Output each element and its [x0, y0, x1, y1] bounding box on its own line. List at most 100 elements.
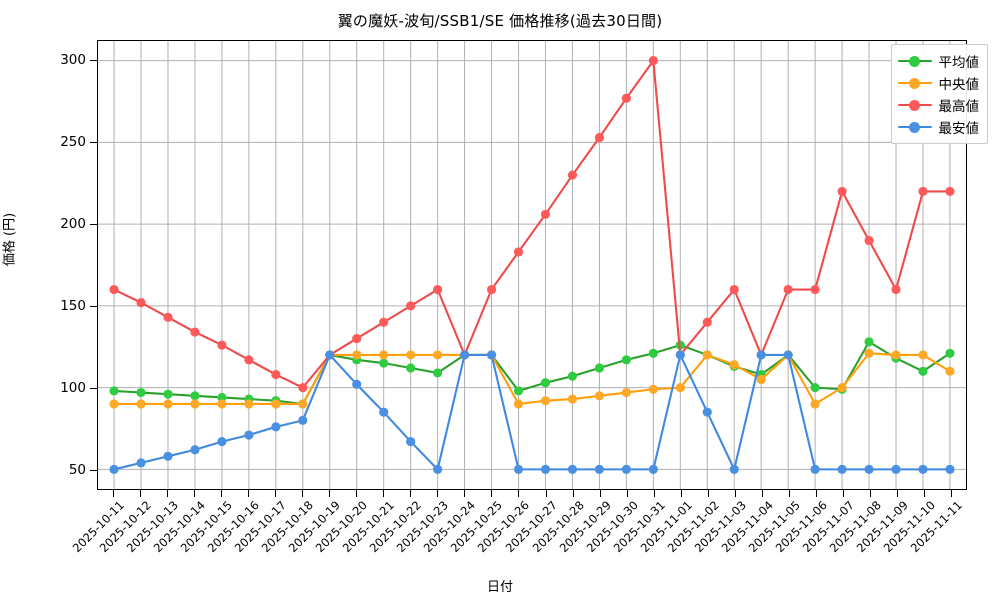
data-point — [918, 350, 928, 360]
data-point — [163, 389, 173, 399]
data-point — [864, 235, 874, 246]
data-point — [810, 464, 820, 474]
data-point — [729, 464, 739, 474]
x-tick-mark — [626, 490, 628, 497]
data-point — [109, 386, 119, 396]
x-tick-mark — [950, 490, 952, 497]
data-point — [594, 363, 604, 373]
data-point — [891, 284, 901, 295]
x-tick-mark — [518, 490, 520, 497]
legend-item-最安値[interactable]: 最安値 — [897, 116, 980, 138]
data-point — [217, 392, 227, 403]
data-point — [702, 317, 712, 327]
data-point — [406, 363, 416, 373]
data-point — [217, 340, 227, 350]
grid-lines — [98, 41, 966, 489]
data-point — [136, 458, 146, 468]
data-point — [648, 56, 658, 66]
y-axis-tick-marks — [89, 40, 97, 490]
data-point — [513, 399, 524, 409]
data-point — [729, 360, 739, 370]
data-point — [567, 464, 578, 474]
data-point — [648, 464, 658, 474]
x-axis-tick-marks — [97, 490, 967, 498]
data-point — [729, 284, 739, 295]
legend-item-平均値[interactable]: 平均値 — [897, 50, 980, 72]
data-point — [945, 348, 955, 358]
data-point — [352, 379, 362, 389]
data-point — [621, 93, 631, 103]
legend-item-最高値[interactable]: 最高値 — [897, 94, 980, 116]
x-tick-mark — [896, 490, 898, 497]
data-point — [864, 337, 874, 347]
data-point — [891, 350, 901, 360]
data-point — [352, 333, 362, 344]
x-tick-mark — [275, 490, 277, 497]
data-point — [271, 422, 281, 432]
data-point — [109, 464, 119, 474]
data-point — [379, 358, 389, 368]
data-point — [540, 464, 551, 474]
data-point — [594, 132, 604, 143]
y-axis-tick-labels: 50 100 150 200 250 300 — [34, 40, 86, 490]
data-point — [675, 350, 685, 360]
data-point — [352, 350, 362, 360]
x-axis-tick-labels: 2025-10-11 2025-10-12 2025-10-13 2025-10-14… — [70, 498, 967, 578]
data-point — [702, 350, 712, 360]
y-tick-mark — [90, 470, 97, 472]
data-point — [433, 368, 443, 378]
legend-item-中央値[interactable]: 中央値 — [897, 72, 979, 94]
y-tick-label: 50 — [68, 462, 86, 479]
data-point — [540, 396, 551, 406]
data-point — [891, 464, 901, 474]
data-point — [379, 350, 389, 360]
series-中央値 — [109, 348, 955, 409]
chart-legend: 平均値 中央値最高値最安値 — [890, 44, 988, 144]
data-point — [810, 383, 820, 393]
data-point — [486, 284, 497, 295]
x-tick-mark — [653, 490, 655, 497]
legend-label: 最高値 — [938, 99, 980, 115]
data-point — [244, 399, 254, 409]
data-point — [298, 415, 308, 425]
data-point — [244, 355, 254, 365]
series-最高値 — [109, 56, 955, 393]
x-tick-mark — [356, 490, 358, 497]
data-point — [136, 399, 146, 409]
data-point — [567, 394, 578, 404]
legend-label: 最安値 — [938, 121, 980, 137]
x-tick-mark — [329, 490, 331, 497]
x-axis-label: 日付 — [486, 580, 513, 595]
data-point — [513, 464, 524, 474]
x-tick-mark — [707, 490, 709, 497]
x-tick-mark — [869, 490, 871, 497]
legend-label: 平均値 — [938, 55, 980, 71]
data-point — [540, 209, 551, 219]
data-point — [675, 383, 685, 393]
data-point — [513, 247, 524, 257]
x-tick-mark — [599, 490, 601, 497]
legend-swatch-icon — [897, 120, 932, 134]
data-point — [837, 383, 847, 393]
series-平均値 — [109, 337, 955, 409]
data-point — [837, 464, 847, 474]
data-point — [648, 348, 658, 358]
data-point — [783, 350, 793, 360]
y-axis-label: 価格 (円) — [2, 212, 18, 267]
data-point — [109, 399, 119, 409]
data-point — [190, 445, 200, 455]
data-point — [621, 464, 631, 474]
y-tick-label: 100 — [60, 380, 86, 397]
x-tick-mark — [815, 490, 817, 497]
x-tick-mark — [761, 490, 763, 497]
data-point — [756, 374, 766, 385]
x-tick-mark — [437, 490, 439, 497]
legend-swatch-icon — [897, 54, 932, 68]
data-point — [136, 387, 146, 398]
data-point — [136, 298, 146, 308]
x-tick-mark — [194, 490, 196, 497]
x-tick-mark — [302, 490, 304, 497]
data-point — [621, 355, 631, 365]
data-point — [217, 399, 227, 409]
